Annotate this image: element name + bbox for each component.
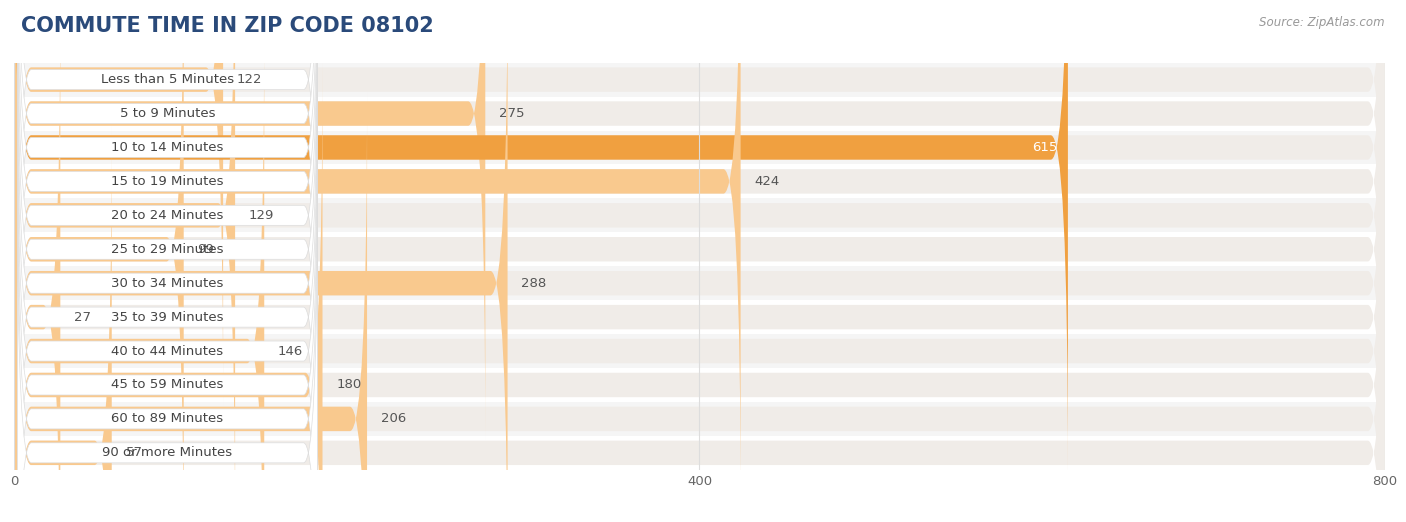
Bar — [14, 368, 1385, 402]
FancyBboxPatch shape — [14, 92, 1385, 522]
FancyBboxPatch shape — [14, 0, 1385, 522]
FancyBboxPatch shape — [17, 0, 318, 443]
FancyBboxPatch shape — [14, 0, 1385, 407]
Text: Source: ZipAtlas.com: Source: ZipAtlas.com — [1260, 16, 1385, 29]
FancyBboxPatch shape — [14, 58, 1385, 522]
Bar — [14, 164, 1385, 198]
Text: 99: 99 — [197, 243, 214, 256]
Text: 90 or more Minutes: 90 or more Minutes — [103, 446, 232, 459]
FancyBboxPatch shape — [14, 24, 264, 522]
Bar — [14, 63, 1385, 97]
FancyBboxPatch shape — [17, 158, 318, 522]
Bar — [14, 198, 1385, 232]
FancyBboxPatch shape — [14, 0, 741, 508]
Text: COMMUTE TIME IN ZIP CODE 08102: COMMUTE TIME IN ZIP CODE 08102 — [21, 16, 434, 35]
Text: 30 to 34 Minutes: 30 to 34 Minutes — [111, 277, 224, 290]
Text: 20 to 24 Minutes: 20 to 24 Minutes — [111, 209, 224, 222]
FancyBboxPatch shape — [14, 126, 1385, 522]
FancyBboxPatch shape — [14, 0, 1385, 474]
FancyBboxPatch shape — [14, 0, 224, 407]
Text: 45 to 59 Minutes: 45 to 59 Minutes — [111, 378, 224, 392]
FancyBboxPatch shape — [17, 22, 318, 522]
FancyBboxPatch shape — [14, 0, 1385, 522]
FancyBboxPatch shape — [14, 92, 367, 522]
FancyBboxPatch shape — [14, 24, 1385, 522]
Bar — [14, 266, 1385, 300]
FancyBboxPatch shape — [14, 0, 1385, 441]
FancyBboxPatch shape — [17, 0, 318, 341]
FancyBboxPatch shape — [14, 0, 1385, 522]
Text: 57: 57 — [125, 446, 142, 459]
Text: 275: 275 — [499, 107, 524, 120]
Bar — [14, 232, 1385, 266]
Bar — [14, 334, 1385, 368]
FancyBboxPatch shape — [17, 56, 318, 522]
Text: 424: 424 — [754, 175, 779, 188]
Text: 15 to 19 Minutes: 15 to 19 Minutes — [111, 175, 224, 188]
FancyBboxPatch shape — [17, 0, 318, 375]
FancyBboxPatch shape — [17, 0, 318, 409]
FancyBboxPatch shape — [14, 0, 184, 522]
Text: 25 to 29 Minutes: 25 to 29 Minutes — [111, 243, 224, 256]
Text: 5 to 9 Minutes: 5 to 9 Minutes — [120, 107, 215, 120]
Text: 288: 288 — [522, 277, 547, 290]
FancyBboxPatch shape — [17, 124, 318, 522]
FancyBboxPatch shape — [14, 0, 1069, 474]
FancyBboxPatch shape — [14, 0, 235, 522]
Text: 122: 122 — [236, 73, 263, 86]
Text: 60 to 89 Minutes: 60 to 89 Minutes — [111, 412, 224, 425]
Bar — [14, 97, 1385, 130]
FancyBboxPatch shape — [14, 0, 60, 522]
FancyBboxPatch shape — [14, 0, 485, 441]
Text: 129: 129 — [249, 209, 274, 222]
Bar — [14, 300, 1385, 334]
Bar — [14, 402, 1385, 436]
FancyBboxPatch shape — [17, 90, 318, 522]
Bar — [14, 436, 1385, 470]
Bar — [14, 130, 1385, 164]
Text: 40 to 44 Minutes: 40 to 44 Minutes — [111, 345, 224, 358]
FancyBboxPatch shape — [14, 0, 508, 522]
FancyBboxPatch shape — [14, 0, 1385, 522]
Text: 206: 206 — [381, 412, 406, 425]
Text: 146: 146 — [278, 345, 304, 358]
FancyBboxPatch shape — [14, 126, 111, 522]
Text: 35 to 39 Minutes: 35 to 39 Minutes — [111, 311, 224, 324]
Text: 615: 615 — [1032, 141, 1057, 154]
Text: 27: 27 — [75, 311, 91, 324]
FancyBboxPatch shape — [14, 0, 1385, 508]
Text: Less than 5 Minutes: Less than 5 Minutes — [101, 73, 233, 86]
FancyBboxPatch shape — [17, 0, 318, 511]
FancyBboxPatch shape — [17, 192, 318, 522]
Text: 10 to 14 Minutes: 10 to 14 Minutes — [111, 141, 224, 154]
Text: 180: 180 — [336, 378, 361, 392]
FancyBboxPatch shape — [14, 58, 322, 522]
FancyBboxPatch shape — [17, 0, 318, 477]
